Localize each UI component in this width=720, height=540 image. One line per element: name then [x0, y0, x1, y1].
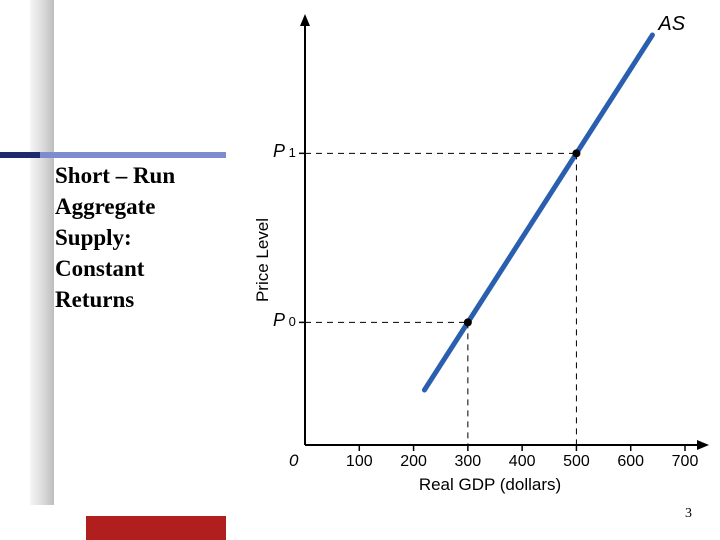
page-number: 3 [685, 506, 692, 522]
x-tick-600: 600 [617, 453, 644, 471]
x-tick-300: 300 [454, 453, 481, 471]
y-axis-label: Price Level [253, 218, 273, 302]
title-line-2: Aggregate [55, 194, 155, 219]
chart-svg [230, 0, 710, 500]
x-tick-500: 500 [563, 453, 590, 471]
slide-title: Short – Run Aggregate Supply: Constant R… [55, 160, 215, 315]
price-label-P1: P 1 [273, 141, 296, 162]
title-line-4: Constant [55, 256, 144, 281]
title-line-5: Returns [55, 287, 134, 312]
x-axis-label: Real GDP (dollars) [300, 475, 680, 495]
as-chart [230, 0, 710, 500]
x-tick-700: 700 [672, 453, 699, 471]
bottom-red-bar [86, 516, 226, 540]
x-tick-400: 400 [509, 453, 536, 471]
title-rule-accent [0, 152, 40, 158]
origin-label: 0 [289, 451, 298, 471]
title-line-1: Short – Run [55, 163, 175, 188]
left-gradient-decor [30, 0, 54, 505]
title-line-3: Supply: [55, 225, 132, 250]
price-label-P0: P 0 [273, 310, 296, 331]
curve-label-as: AS [658, 13, 685, 36]
x-tick-100: 100 [346, 453, 373, 471]
x-tick-200: 200 [400, 453, 427, 471]
